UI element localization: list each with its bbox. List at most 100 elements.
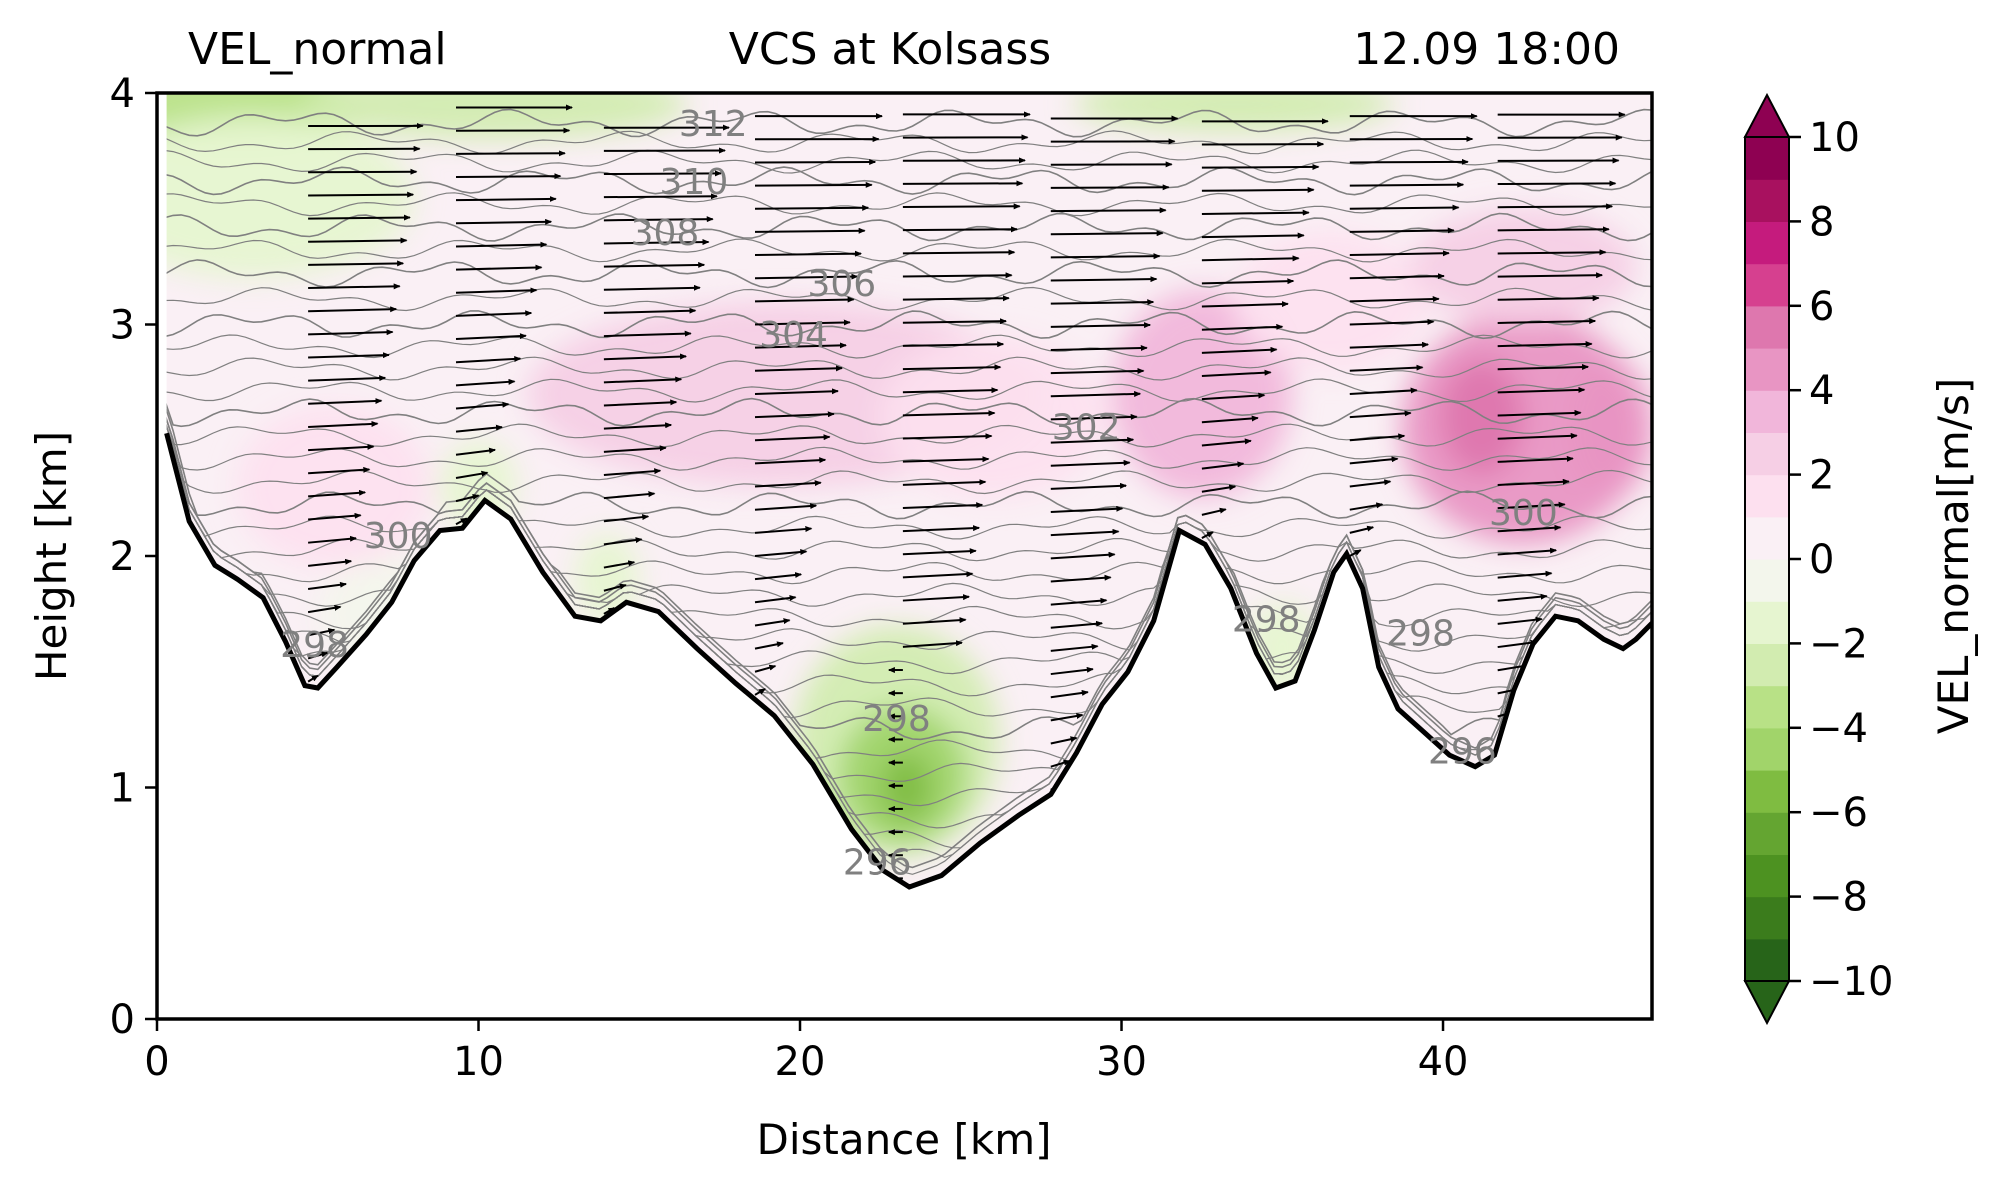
wind-vector [754,618,791,627]
contour-label-312: 312 [679,104,748,145]
wind-vector [1050,528,1120,537]
wind-vector [902,341,1005,348]
colorbar-segment [1745,643,1789,687]
wind-vector [754,572,803,581]
wind-vector [308,237,408,244]
wind-vector [1349,456,1399,465]
wind-vector [1349,318,1435,326]
wind-vector [603,560,636,569]
wind-vector [1050,253,1161,260]
wind-vector [1497,341,1593,348]
wind-vector [754,480,822,488]
wind-vector [455,150,566,157]
colorbar-segment [1745,938,1789,982]
wind-vector [1050,597,1108,606]
colorbar-segment [1745,221,1789,265]
wind-vector [1349,273,1445,280]
plot-area: 296 296 298 298 298 298 300 300 302 304 306 308 310 3… [157,93,1652,1019]
wind-vector [455,447,497,456]
wind-vector [307,581,347,590]
theta-contour-300 [157,404,1652,520]
colorbar-tick-label: 10 [1809,115,1860,161]
wind-vector [603,399,678,407]
wind-vector [307,604,342,614]
colorbar-segment [1745,854,1789,898]
contour-label-298: 298 [1386,613,1455,654]
title-left: VEL_normal [188,24,447,75]
wind-vector [902,318,1008,325]
wind-vector [1201,484,1237,493]
terrain-mask [157,93,1652,1019]
theta-contour-312 [157,108,1652,138]
wind-vector [1201,507,1227,516]
wind-vector [1497,318,1597,325]
velocity-region [1410,208,1636,325]
y-axis-label: Height [km] [27,431,76,681]
wind-vector [308,306,398,313]
wind-vector [1201,323,1284,331]
velocity-region [880,752,932,823]
theta-isentrope [157,149,1652,174]
theta-isentrope [157,421,1652,540]
colorbar-tick-label: 4 [1809,368,1834,414]
theta-contour-306 [157,259,1652,289]
wind-vector [1050,551,1116,560]
colorbar-segment [1745,179,1789,222]
wind-vector [902,640,963,648]
wind-vector [603,468,662,476]
wind-vector [754,641,784,650]
theta-isentrope [157,421,1652,471]
colorbar-segment [1745,474,1789,518]
wind-vector [308,352,390,359]
wind-vector [1497,364,1590,371]
wind-vector [308,260,405,267]
wind-vector [754,181,873,188]
wind-vector [902,594,971,602]
wind-vector [902,180,1024,187]
wind-vector [455,333,527,341]
wind-vector [603,583,627,592]
wind-vector [308,443,375,452]
wind-vector [308,214,411,221]
wind-vector [603,307,697,314]
wind-vector [902,272,1013,279]
wind-vector [1349,250,1450,257]
theta-isentrope [157,421,1652,562]
wind-vector [1201,232,1305,239]
wind-vector [1497,180,1617,187]
wind-vector [603,537,643,546]
contour-label-298: 298 [1232,600,1301,641]
wind-vector [754,319,851,326]
wind-vector [455,264,543,271]
wind-vector [455,401,510,410]
wind-vector [1050,736,1078,745]
wind-vector [455,310,533,317]
theta-isentrope [157,421,1652,495]
colorbar-segment [1745,727,1789,771]
y-tick-label: 4 [110,71,135,117]
velocity-blobs [157,93,1652,857]
wind-vector [1050,299,1155,306]
colorbar-extend-bottom [1743,980,1791,1026]
x-tick-label: 10 [453,1039,504,1085]
title-center: VCS at Kolsass [729,24,1051,75]
wind-vector [1050,367,1145,375]
wind-vector [1349,158,1469,165]
colorbar-segment [1745,305,1789,349]
theta-contour-298 [157,414,1652,741]
wind-vector [902,502,984,509]
contour-label-306: 306 [807,264,876,305]
wind-vector [1050,436,1135,444]
wind-vector [1349,479,1392,488]
colorbar-segment [1745,812,1789,855]
wind-vector [1349,433,1406,442]
wind-vector [1201,209,1310,216]
wind-vector [902,203,1021,210]
wind-vector [1497,272,1604,279]
wind-vector [754,296,855,303]
wind-vector [307,628,336,637]
y-tick-label: 0 [110,997,135,1043]
wind-vector [308,420,379,428]
colorbar-tick-label: −4 [1809,706,1868,752]
